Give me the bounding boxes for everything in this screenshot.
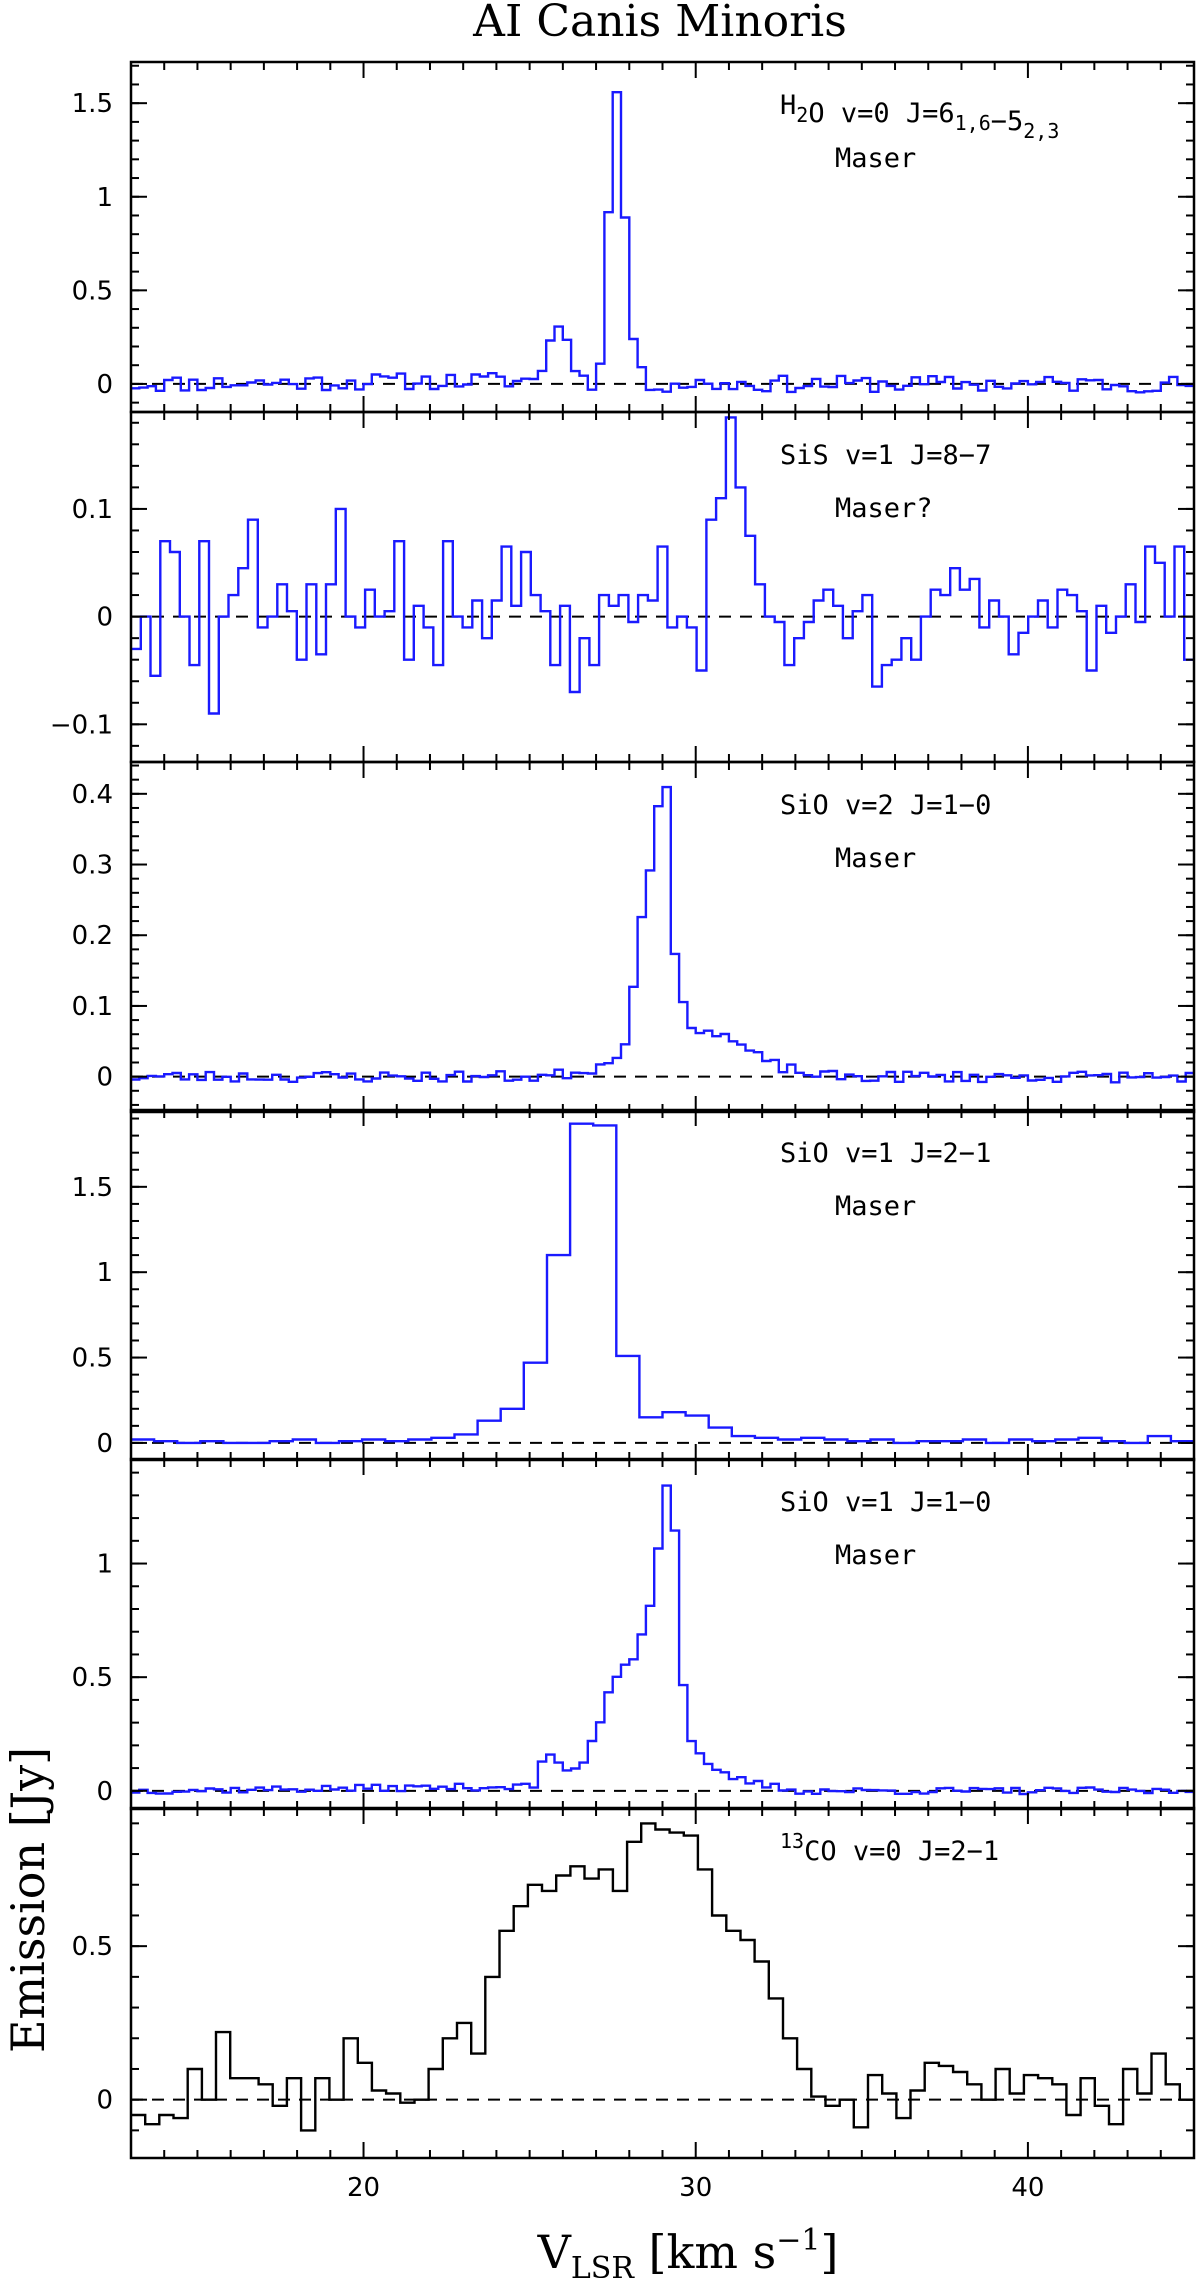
panel-frame bbox=[129, 1108, 1196, 1462]
spectrum-line bbox=[131, 416, 1194, 715]
y-tick-label: 0.1 bbox=[72, 992, 113, 1022]
y-tick-label: 1 bbox=[96, 1550, 113, 1580]
spectrum-line bbox=[131, 785, 1194, 1084]
panel-label: SiO v=1 J=1−0 bbox=[780, 1487, 991, 1518]
panel-label: SiO v=2 J=1−0 bbox=[780, 790, 991, 821]
x-axis-label-sub: LSR bbox=[571, 2251, 635, 2278]
panel-label: SiO v=1 J=2−1 bbox=[780, 1138, 991, 1169]
x-axis-label-close: ] bbox=[820, 2225, 838, 2278]
spectrum-line bbox=[131, 1484, 1194, 1796]
y-tick-label: 0 bbox=[96, 1063, 113, 1093]
panel-note: Maser bbox=[835, 143, 916, 174]
spectrum-line bbox=[131, 1122, 1194, 1445]
x-axis-label-main: V bbox=[537, 2225, 572, 2278]
spectrum-panels: 00.511.5 H2O v=0 J=61,6−52,3Maser−0.100.1… bbox=[50, 60, 1196, 2203]
panel-5: 0 0.5 1 SiO v=1 J=1−0 Maser bbox=[72, 1457, 1196, 1811]
y-tick-label: 0.4 bbox=[72, 780, 113, 810]
x-axis-label: VLSR [km s−1] bbox=[537, 2223, 839, 2278]
x-tick-label: 30 bbox=[679, 2173, 712, 2203]
x-axis-label-unit: [km s bbox=[634, 2225, 776, 2278]
panel-frame bbox=[129, 1806, 1196, 2160]
spectrum-line bbox=[131, 1822, 1194, 2132]
y-tick-label: 0 bbox=[96, 1429, 113, 1459]
y-tick-label: 1.5 bbox=[72, 1173, 113, 1203]
panel-note: Maser bbox=[835, 1191, 916, 1222]
y-tick-label: 1 bbox=[96, 1258, 113, 1288]
panel-3: 0 0.1 0.2 0.3 0.4 SiO v=2 J=1−0 Maser bbox=[72, 760, 1196, 1114]
y-tick-label: 0.1 bbox=[72, 495, 113, 525]
y-axis-label: Emission [Jy] bbox=[1, 1747, 55, 2053]
panel-note: Maser bbox=[835, 843, 916, 874]
panel-frame bbox=[129, 760, 1196, 1114]
spectrum-line bbox=[131, 91, 1194, 394]
y-tick-label: 0.5 bbox=[72, 276, 113, 306]
x-tick-label: 40 bbox=[1011, 2173, 1044, 2203]
y-tick-label: 0.5 bbox=[72, 1663, 113, 1693]
y-tick-label: 0.5 bbox=[72, 1932, 113, 1962]
panel-note: Maser? bbox=[835, 493, 933, 524]
panel-2: −0.1 0 0.1 SiS v=1 J=8−7 Maser? bbox=[50, 410, 1196, 764]
panel-label: SiS v=1 J=8−7 bbox=[780, 440, 991, 471]
y-tick-label: 0.3 bbox=[72, 851, 113, 881]
y-tick-label: −0.1 bbox=[50, 710, 113, 740]
y-tick-label: 0 bbox=[96, 370, 113, 400]
panel-frame bbox=[129, 60, 1196, 414]
y-tick-label: 0.2 bbox=[72, 921, 113, 951]
y-tick-label: 0.5 bbox=[72, 1344, 113, 1374]
panel-note: Maser bbox=[835, 1540, 916, 1571]
panel-label: H2O v=0 J=61,6−52,3 bbox=[780, 90, 1059, 143]
panel-4: 0 0.5 1 1.5 SiO v=1 J=2−1 Maser bbox=[72, 1108, 1196, 1462]
y-tick-label: 0 bbox=[96, 1777, 113, 1807]
figure-title: AI Canis Minoris bbox=[472, 0, 847, 47]
panel-frame bbox=[129, 410, 1196, 764]
y-tick-label: 0 bbox=[96, 603, 113, 633]
y-tick-label: 1.5 bbox=[72, 89, 113, 119]
x-tick-label: 20 bbox=[347, 2173, 380, 2203]
y-tick-label: 0 bbox=[96, 2086, 113, 2116]
panel-label: 13CO v=0 J=2−1 bbox=[780, 1829, 999, 1867]
x-axis-label-sup: −1 bbox=[776, 2223, 820, 2258]
panel-6: 0 0.5 13CO v=0 J=2−1 20 30 40 bbox=[72, 1806, 1196, 2203]
y-tick-label: 1 bbox=[96, 183, 113, 213]
